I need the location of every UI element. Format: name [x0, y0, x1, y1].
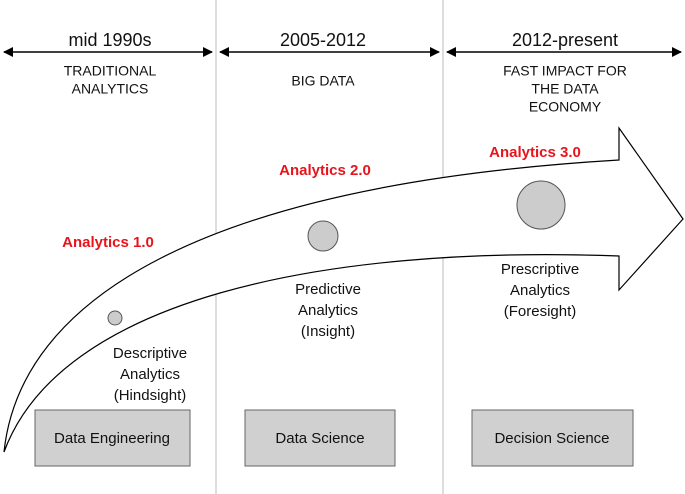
era-period: mid 1990s: [68, 30, 151, 50]
stage-description: Analytics: [298, 302, 358, 319]
stage-description: Prescriptive: [501, 261, 579, 278]
stage-circle: [516, 180, 566, 230]
era-label: FAST IMPACT FOR: [503, 63, 627, 79]
stage-description: Analytics: [510, 282, 570, 299]
stage-circle: [107, 310, 123, 326]
stage-name: Analytics 1.0: [62, 234, 154, 251]
box-label: Data Engineering: [54, 430, 170, 447]
growth-arrow: [3, 126, 684, 453]
box: [244, 409, 396, 467]
era-label: BIG DATA: [291, 73, 355, 89]
box: [34, 409, 191, 467]
box: [471, 409, 634, 467]
stage-name: Analytics 2.0: [279, 162, 371, 179]
stage-description: (Insight): [301, 323, 355, 340]
era-period: 2012-present: [512, 30, 618, 50]
era-label: ECONOMY: [529, 99, 602, 115]
box-label: Decision Science: [494, 430, 609, 447]
era-period: 2005-2012: [280, 30, 366, 50]
stage-description: Analytics: [120, 366, 180, 383]
stage-circle: [307, 220, 339, 252]
era-label: TRADITIONAL: [64, 63, 157, 79]
box-label: Data Science: [275, 430, 364, 447]
stage-description: (Foresight): [504, 303, 577, 320]
stage-description: Descriptive: [113, 345, 187, 362]
stage-description: Predictive: [295, 281, 361, 298]
era-label: ANALYTICS: [72, 81, 149, 97]
stage-name: Analytics 3.0: [489, 144, 581, 161]
stage-description: (Hindsight): [114, 387, 187, 404]
era-label: THE DATA: [531, 81, 599, 97]
